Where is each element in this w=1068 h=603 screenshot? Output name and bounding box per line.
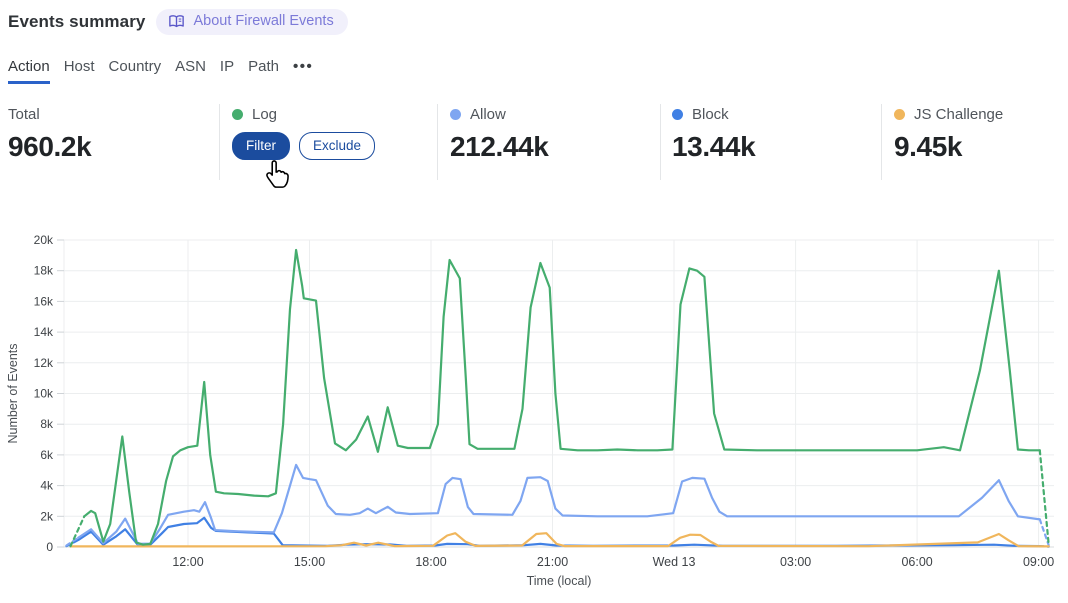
filter-button[interactable]: Filter	[232, 132, 290, 161]
about-firewall-events-link[interactable]: About Firewall Events	[156, 9, 348, 35]
stat-allow-label: Allow	[470, 105, 506, 123]
tab-more-ellipsis-icon[interactable]: •••	[292, 58, 314, 75]
tab-path[interactable]: Path	[248, 58, 279, 75]
series-line-log	[69, 515, 86, 548]
y-tick-label: 18k	[34, 264, 54, 278]
stat-js-challenge-label: JS Challenge	[914, 105, 1004, 123]
stat-block: Block 13.44k	[672, 105, 756, 163]
header: Events summary About Firewall Events	[8, 9, 348, 35]
stat-total: Total 960.2k	[8, 105, 92, 163]
block-legend-dot	[672, 108, 683, 120]
tab-ip[interactable]: IP	[219, 58, 235, 75]
x-tick-label: 15:00	[294, 555, 325, 569]
x-tick-label: Wed 13	[653, 555, 696, 569]
series-line-js-challenge	[69, 532, 1050, 548]
exclude-button[interactable]: Exclude	[299, 132, 376, 161]
series-line-block	[77, 516, 1041, 548]
stat-log-label: Log	[252, 105, 278, 123]
page-title: Events summary	[8, 12, 146, 31]
y-tick-label: 8k	[40, 417, 54, 431]
y-tick-label: 0	[46, 540, 53, 554]
stat-allow-value: 212.44k	[450, 131, 549, 162]
stat-divider	[437, 104, 438, 180]
series-line-log	[1038, 449, 1050, 546]
x-tick-label: 09:00	[1023, 555, 1054, 569]
stat-block-value: 13.44k	[672, 131, 756, 162]
y-axis-title: Number of Events	[6, 343, 20, 443]
stat-divider	[881, 104, 882, 180]
x-tick-label: 12:00	[172, 555, 203, 569]
allow-legend-dot	[450, 108, 461, 120]
stat-log: Log Filter Exclude	[232, 105, 376, 161]
stat-divider	[660, 104, 661, 180]
stat-total-value: 960.2k	[8, 131, 92, 162]
book-icon	[168, 14, 185, 29]
badge-label: About Firewall Events	[193, 13, 334, 30]
stat-allow: Allow 212.44k	[450, 105, 549, 163]
y-tick-label: 6k	[40, 448, 54, 462]
tab-country[interactable]: Country	[108, 58, 162, 75]
y-tick-label: 12k	[34, 356, 54, 370]
x-tick-label: 03:00	[780, 555, 811, 569]
stat-block-label: Block	[692, 105, 729, 123]
y-tick-label: 10k	[34, 387, 54, 401]
events-time-series-chart[interactable]: 0 2k 4k 6k 8k 10k 12k 14k 16k 18k 20k 12:00 15:00 18:…	[0, 228, 1068, 598]
y-tick-label: 14k	[34, 325, 54, 339]
log-legend-dot	[232, 108, 243, 120]
hand-pointer-icon	[266, 160, 289, 188]
y-tick-label: 4k	[40, 479, 54, 493]
y-tick-label: 2k	[40, 509, 54, 523]
stat-total-label: Total	[8, 105, 40, 123]
chart-canvas: 0 2k 4k 6k 8k 10k 12k 14k 16k 18k 20k 12:00 15:00 18:…	[6, 233, 1054, 588]
y-tick-label: 20k	[34, 233, 54, 247]
tab-host[interactable]: Host	[63, 58, 95, 75]
dimension-tabs: Action Host Country ASN IP Path •••	[8, 58, 313, 84]
x-tick-label: 21:00	[537, 555, 568, 569]
series-line-allow	[77, 463, 1041, 545]
stat-js-challenge: JS Challenge 9.45k	[894, 106, 1003, 163]
x-tick-label: 18:00	[415, 555, 446, 569]
series-line-allow	[1038, 518, 1050, 547]
y-tick-label: 16k	[34, 294, 54, 308]
stat-divider	[219, 104, 220, 180]
tab-action[interactable]: Action	[8, 58, 50, 84]
x-axis-title: Time (local)	[527, 574, 592, 588]
js-challenge-legend-dot	[894, 108, 905, 120]
x-tick-label: 06:00	[901, 555, 932, 569]
tab-asn[interactable]: ASN	[175, 58, 206, 75]
series-line-log	[83, 248, 1041, 546]
stat-js-challenge-value: 9.45k	[894, 131, 963, 162]
